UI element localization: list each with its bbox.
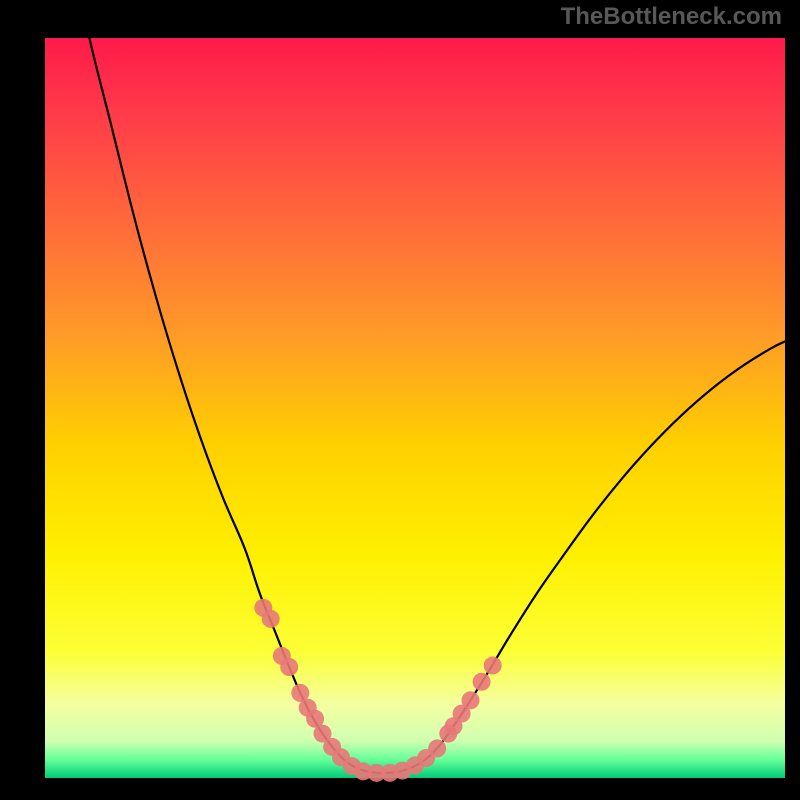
chart-overlay (45, 38, 785, 778)
data-marker (262, 610, 280, 628)
data-marker (484, 657, 502, 675)
data-marker (473, 673, 491, 691)
watermark-text: TheBottleneck.com (561, 3, 782, 31)
data-marker (280, 658, 298, 676)
data-marker (462, 691, 480, 709)
data-marker (428, 739, 446, 757)
bottleneck-curve (75, 0, 785, 773)
plot-area (45, 38, 785, 778)
data-markers (254, 599, 501, 782)
